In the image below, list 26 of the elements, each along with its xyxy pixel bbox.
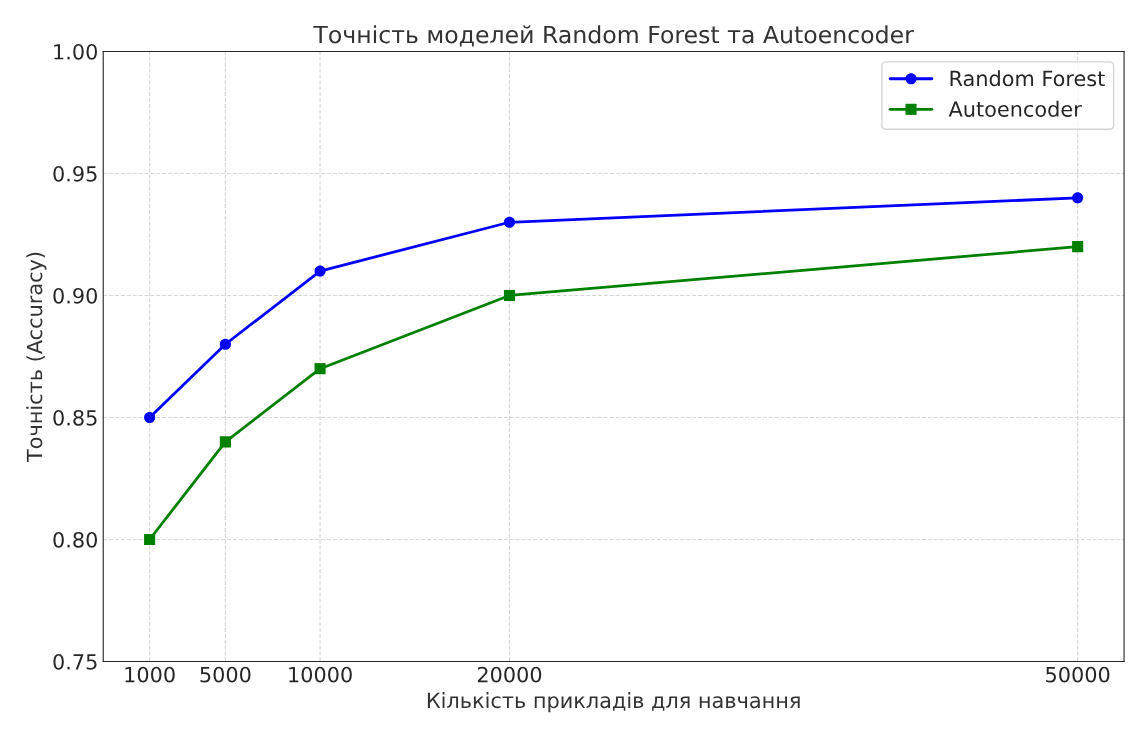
point — [503, 216, 516, 228]
point — [314, 363, 326, 375]
x-tick-label: 50000 — [1046, 666, 1110, 683]
point — [503, 289, 516, 302]
x-tick-label: 1000 — [125, 666, 175, 683]
x-tick-label: 5000 — [200, 666, 251, 683]
point — [144, 411, 156, 424]
point — [314, 265, 326, 277]
point — [1072, 241, 1084, 253]
y-tick-label: 0.75 — [53, 653, 97, 670]
chart-title: Точність моделей Random Forest та Autoencoder — [313, 25, 914, 47]
y-tick-label: 0.90 — [53, 287, 97, 304]
y-axis-title: Точність (Accuracy) — [26, 252, 47, 463]
x-axis-title: Кількість прикладів для навчання — [427, 692, 800, 713]
y-tick-label: 1.00 — [54, 43, 97, 60]
point — [219, 436, 231, 448]
point — [219, 338, 231, 350]
x-tick-label: 10000 — [289, 666, 352, 683]
y-tick-label: 0.85 — [53, 409, 97, 426]
point — [144, 533, 156, 546]
y-tick-label: 0.95 — [53, 165, 97, 182]
point — [1072, 192, 1084, 204]
legend-label: Random Forest — [950, 70, 1105, 87]
x-tick-label: 20000 — [477, 666, 542, 683]
y-tick-label: 0.80 — [53, 531, 97, 548]
legend-label: Autoencoder — [948, 100, 1082, 117]
